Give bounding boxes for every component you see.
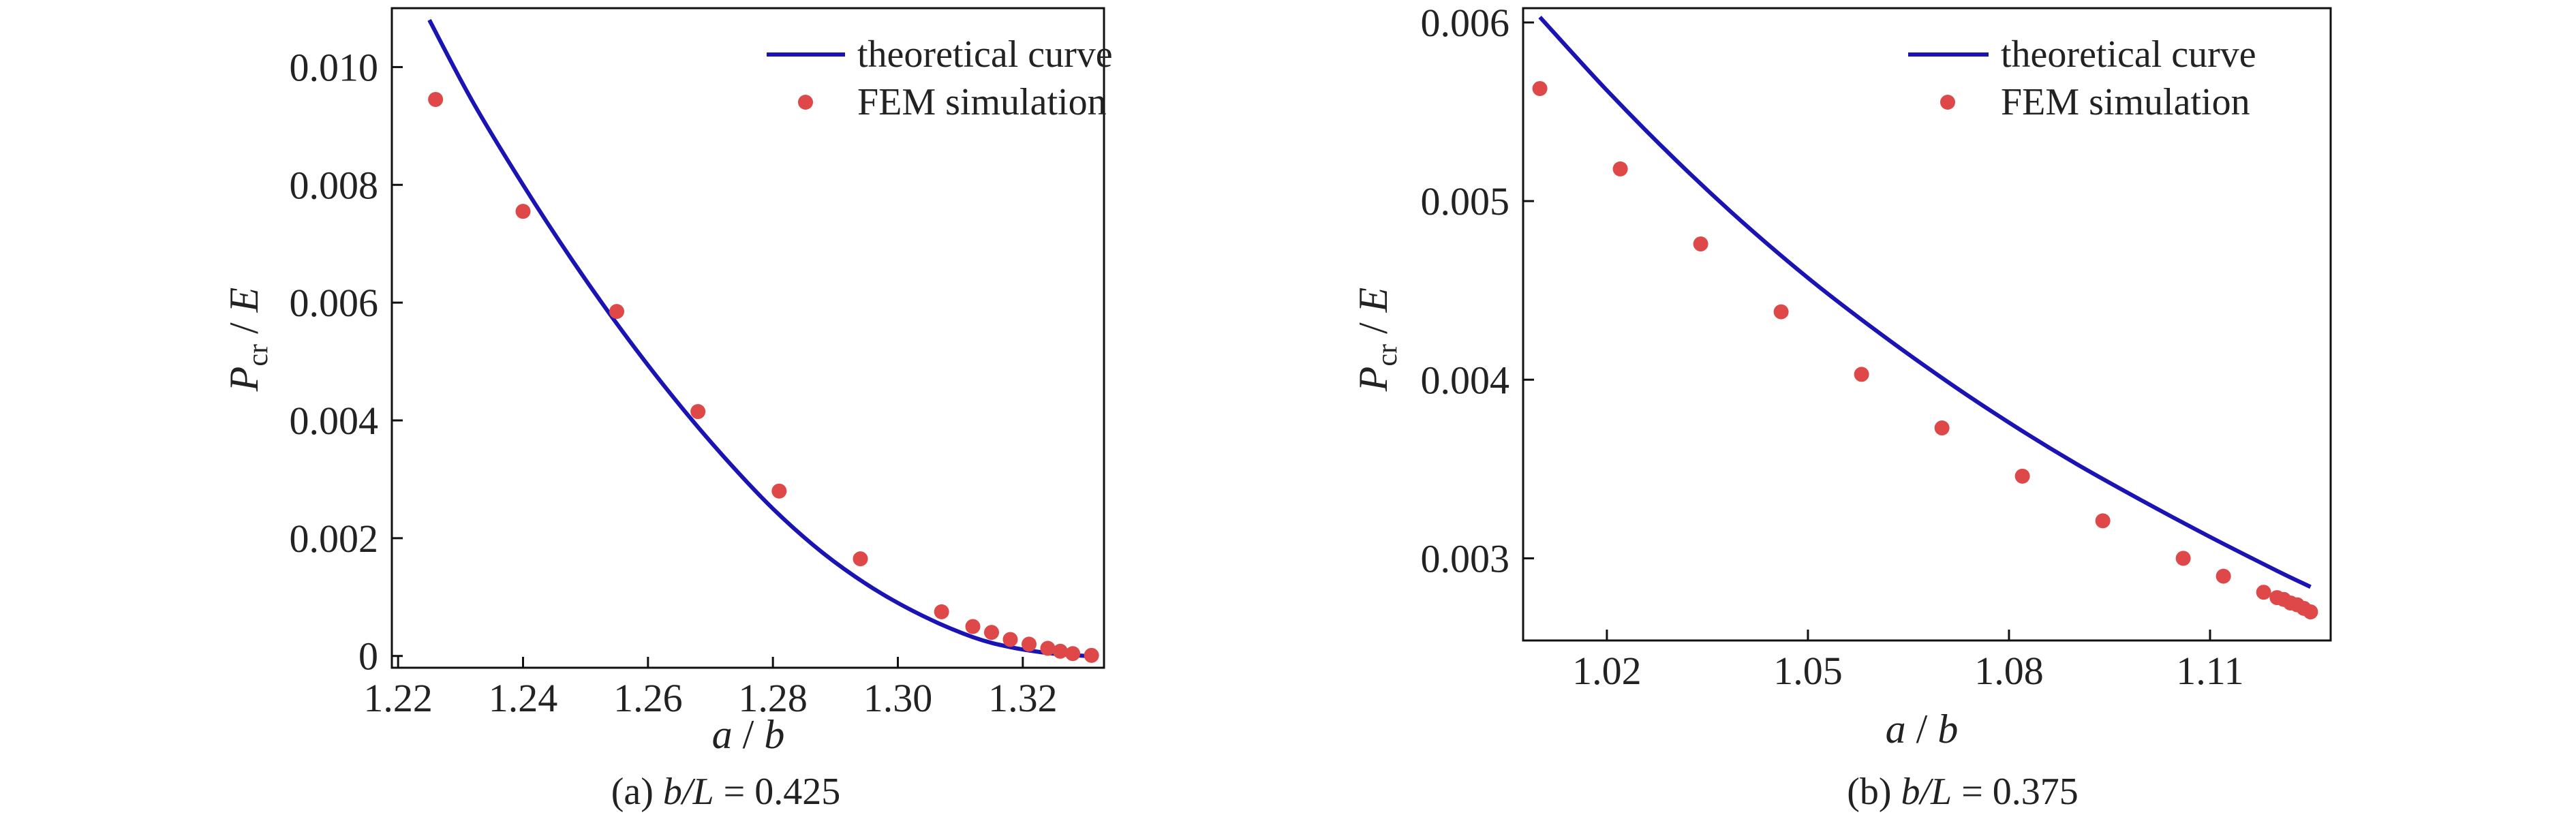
panel-a-legend-dot-label: FEM simulation [857,81,1107,123]
panel-a-fem-point [1040,640,1056,656]
panel-b-fem-point [2215,568,2231,584]
panel-b-fem-point [1532,80,1548,96]
panel-a-fem-point [609,304,624,320]
panel-a-ytick-label: 0.002 [290,516,379,561]
panel-a-legend-line-label: theoretical curve [857,33,1113,76]
panel-b-fem-point [2095,513,2111,529]
panel-a-fem-point [428,91,444,107]
panel-b-xlabel-sep: / [1906,707,1938,752]
panel-b-caption-rest: = 0.375 [1952,771,2079,813]
panel-a-fem-point [690,404,706,420]
panel-a-caption-prefix: (a) [611,771,663,813]
panel-a-theoretical-curve [427,18,1086,658]
panel-b-ylabel-sub: cr [1372,344,1403,367]
panel-a-ytick-label: 0.004 [290,399,379,443]
panel-b-ytick-label: 0.003 [1421,536,1510,581]
panel-a-ytick-label: 0.010 [290,45,379,89]
panel-b-xlabel: a / b [1886,707,1959,752]
panel-a-xlabel-a: a [712,712,733,757]
panel-b-ylabel: Pcr / E [1351,288,1403,392]
panel-b: 1.02 1.05 1.08 1.11 0.003 0.004 0.005 0.006 Pcr… [1351,1,2332,813]
panel-b-caption: (b) b/L = 0.375 [1847,771,2079,813]
panel-b-xlabel-b: b [1937,707,1958,752]
panel-a-xtick-label: 1.22 [363,676,433,720]
panel-b-legend-dot-swatch [1940,95,1955,110]
panel-a-xtick-label: 1.30 [863,676,933,720]
panel-b-fem-point [2175,551,2191,566]
panel-a-fem-point [965,619,981,634]
panel-a-fem-point [1065,646,1081,662]
panel-a-ticks: 1.22 1.24 1.26 1.28 1.30 1.32 0 0.002 0.004 0.006… [290,45,1058,720]
panel-a-xlabel-b: b [764,712,784,757]
panel-b-ytick-label: 0.005 [1421,179,1510,223]
panel-a-caption-var: b/L [663,771,714,813]
panel-b-xtick-label: 1.02 [1572,649,1642,693]
panel-a-xtick-label: 1.24 [489,676,558,720]
panel-a-ylabel: Pcr / E [221,288,274,392]
panel-a-xtick-label: 1.28 [738,676,808,720]
panel-b-ylabel-p: P [1351,367,1396,392]
panel-a-ytick-label: 0.008 [290,163,379,207]
panel-a-xlabel-sep: / [733,712,765,757]
panel-a: 1.22 1.24 1.26 1.28 1.30 1.32 0 0.002 0.004 0.006… [221,7,1113,813]
panel-a-caption: (a) b/L = 0.425 [611,771,840,813]
panel-b-xtick-label: 1.11 [2176,649,2243,693]
panel-a-fem-point [1002,632,1018,647]
panel-a-marks [427,18,1099,663]
panel-a-ytick-label: 0 [358,634,378,679]
panel-b-fem-point [1693,236,1708,252]
panel-a-ytick-label: 0.006 [290,281,379,325]
panel-b-fem-point [2256,585,2271,600]
panel-a-plot-frame [390,7,1105,669]
panel-b-legend-line-label: theoretical curve [2001,33,2256,76]
panel-b-theoretical-curve [1538,16,2312,589]
panel-a-fem-point [1022,636,1037,652]
panel-a-fem-point [853,551,868,567]
panel-a-fem-point [515,204,531,219]
panel-a-fem-point [984,625,999,640]
panel-a-fem-point [1084,647,1099,663]
panel-b-ytick-label: 0.006 [1421,1,1510,45]
panel-b-fem-point [1934,420,1950,436]
panel-b-fem-point [1854,367,1869,382]
panel-a-xlabel: a / b [712,712,785,757]
panel-b-xlabel-a: a [1886,707,1906,752]
panel-a-fem-point [1052,643,1068,659]
panel-b-legend: theoretical curve FEM simulation [1908,33,2256,123]
panel-a-legend: theoretical curve FEM simulation [767,33,1113,123]
panel-b-legend-dot-label: FEM simulation [2001,81,2250,123]
panel-a-legend-dot-swatch [798,95,813,110]
panel-a-xtick-label: 1.26 [613,676,683,720]
panel-b-marks [1532,16,2318,620]
panel-a-fem-point [771,483,787,499]
panel-b-ylabel-sep: / [1351,312,1396,344]
panel-b-fem-point [1773,304,1789,320]
panel-b-caption-prefix: (b) [1847,771,1901,813]
panel-a-xtick-label: 1.32 [988,676,1058,720]
panel-b-caption-var: b/L [1901,771,1952,813]
panel-a-caption-rest: = 0.425 [714,771,841,813]
panel-a-fem-point [934,604,949,619]
panel-b-ylabel-e: E [1351,288,1396,313]
panel-b-fem-point [1612,161,1628,176]
panel-b-plot-frame [1522,7,2332,642]
panel-b-xtick-label: 1.08 [1974,649,2044,693]
panel-a-ylabel-sub: cr [243,344,274,367]
panel-b-ticks: 1.02 1.05 1.08 1.11 0.003 0.004 0.005 0.006 [1421,1,2244,693]
panel-a-ylabel-p: P [221,367,266,392]
panel-a-ylabel-sep: / [221,312,266,344]
panel-b-fem-point [2303,604,2318,620]
panel-b-ytick-label: 0.004 [1421,358,1510,402]
panel-b-xtick-label: 1.05 [1773,649,1843,693]
panel-a-ylabel-e: E [221,288,266,313]
panel-b-fem-point [2014,468,2030,484]
